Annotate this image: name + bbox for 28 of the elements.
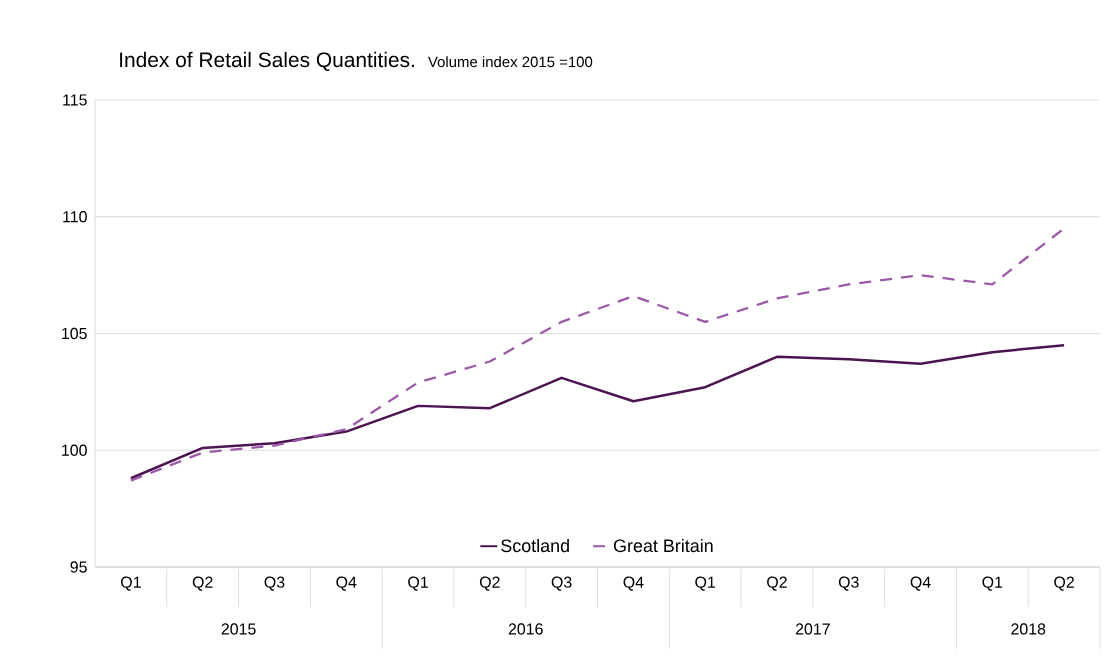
x-tick-label: Q2 [479,576,500,591]
x-tick-label: Q4 [910,576,931,591]
text: 2018 [1011,623,1046,635]
chart-title: Index of Retail Sales Quantities. [120,51,414,71]
x-tick-label: Q2 [192,576,213,591]
y-tick-label: 100 [62,444,87,456]
y-tick-label: 110 [63,211,87,223]
x-tick-label: Q2 [767,576,787,591]
x-tick-label: Q3 [551,576,572,591]
x-tick-label: Q1 [121,576,141,591]
x-tick-label: Q1 [408,576,428,591]
legend-label: Great Britain [613,538,713,553]
x-tick-label: Q4 [336,576,357,591]
chart-subtitle: Volume index 2015 =100 [427,56,593,68]
text: 2016 [508,623,543,635]
legend-label: Scotland [501,538,569,553]
line-series [129,343,1066,480]
y-tick-label: 115 [63,94,87,106]
x-tick-label: Q1 [695,576,716,591]
text: 2015 [221,623,256,635]
y-tick-label: 105 [62,327,87,340]
x-tick-label: Q3 [838,576,859,591]
x-tick-label: Q2 [1054,576,1074,591]
y-tick-label: 95 [70,561,87,573]
text: 2017 [795,623,830,635]
x-tick-label: Q4 [623,576,644,591]
x-tick-label: Q3 [264,576,285,591]
x-tick-label: Q1 [982,576,1003,591]
